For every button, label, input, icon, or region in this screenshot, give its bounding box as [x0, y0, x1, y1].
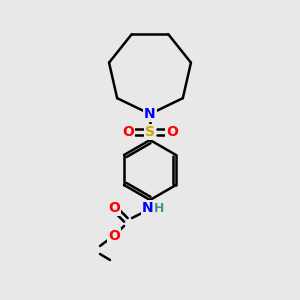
Text: O: O [108, 201, 120, 215]
Text: N: N [144, 107, 156, 121]
Text: S: S [145, 125, 155, 139]
Text: O: O [108, 229, 120, 243]
Text: O: O [166, 125, 178, 139]
Text: H: H [154, 202, 164, 214]
Text: O: O [122, 125, 134, 139]
Text: N: N [142, 201, 154, 215]
